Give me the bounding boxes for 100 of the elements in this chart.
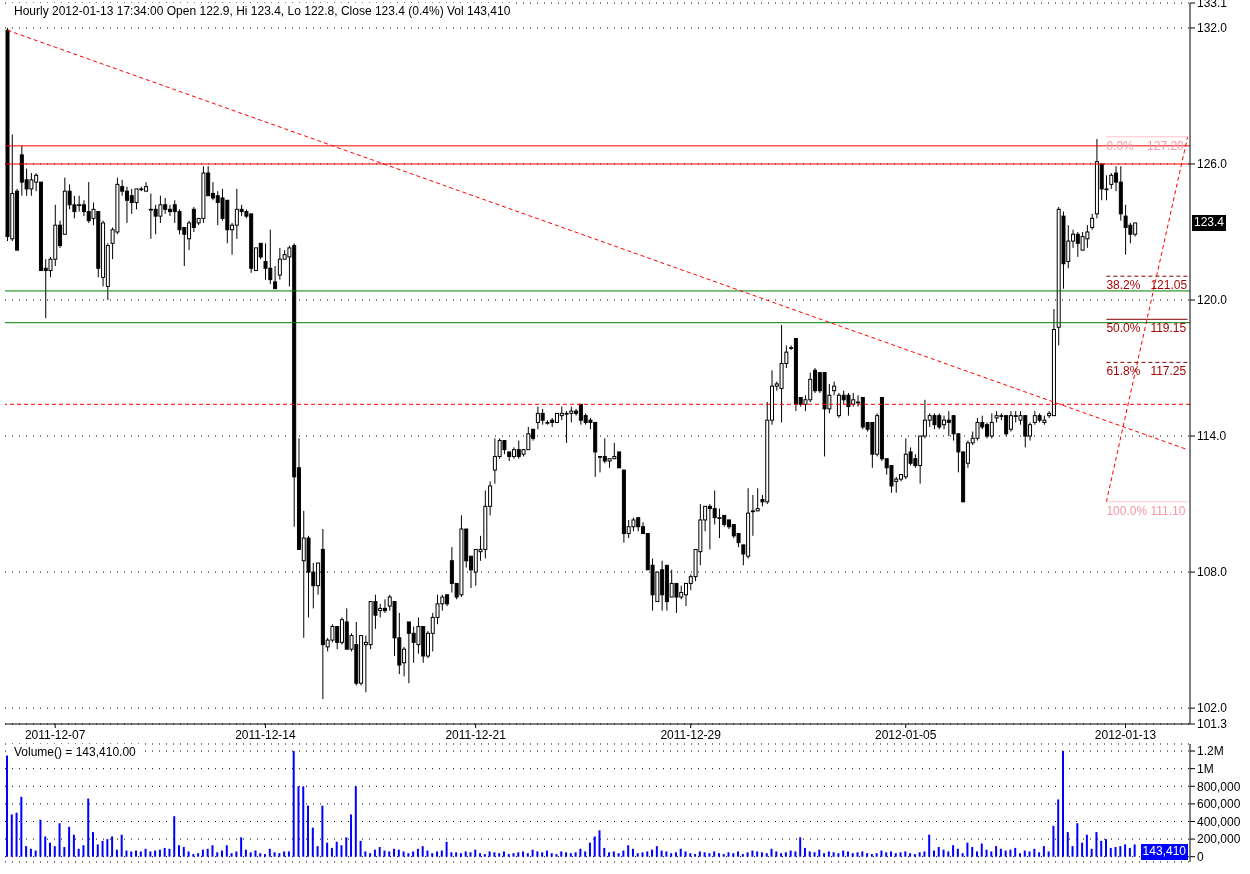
bar <box>569 853 572 857</box>
bar <box>354 786 357 857</box>
bar <box>350 814 353 857</box>
bar <box>808 851 811 857</box>
bar <box>507 854 510 857</box>
bar <box>670 853 673 857</box>
candlestick <box>263 242 268 281</box>
bar <box>889 851 892 857</box>
bar <box>1109 847 1112 857</box>
bar <box>698 851 701 857</box>
bar <box>856 852 859 857</box>
bar <box>168 848 171 857</box>
bar <box>794 851 797 857</box>
bar <box>617 853 620 857</box>
bar <box>784 852 787 857</box>
bar <box>221 850 224 857</box>
bar <box>101 840 104 857</box>
bar <box>813 852 816 857</box>
bar <box>416 848 419 857</box>
bar <box>947 851 950 857</box>
bar <box>679 848 682 857</box>
bar <box>694 854 697 857</box>
bar <box>842 850 845 857</box>
bar <box>880 850 883 857</box>
bar <box>541 852 544 857</box>
bar <box>588 842 591 857</box>
bar <box>187 851 190 857</box>
bar <box>1095 832 1098 857</box>
bar <box>230 853 233 857</box>
bar <box>899 852 902 857</box>
bar <box>479 853 482 857</box>
bar <box>1081 842 1084 857</box>
bar <box>335 841 338 857</box>
bar <box>727 852 730 857</box>
bar <box>1057 799 1060 857</box>
bar <box>216 852 219 857</box>
bar <box>593 836 596 857</box>
bar <box>746 852 749 857</box>
x-tick-label: 2011-12-14 <box>235 727 296 742</box>
candlestick <box>674 582 679 614</box>
bar <box>1042 846 1045 857</box>
bar <box>531 849 534 857</box>
y-tick-label: 101.3 <box>1197 717 1228 732</box>
bar <box>1028 851 1031 857</box>
bar <box>96 844 99 857</box>
bar <box>780 853 783 857</box>
bar <box>952 845 955 857</box>
bar <box>139 851 142 857</box>
bar <box>717 853 720 857</box>
bar <box>82 845 85 857</box>
bar <box>1018 853 1021 857</box>
bar <box>722 854 725 857</box>
bar <box>1066 832 1069 857</box>
candlestick <box>273 265 278 290</box>
bar <box>1133 844 1136 857</box>
bar <box>789 850 792 857</box>
bar <box>125 850 128 857</box>
bar <box>832 852 835 857</box>
bar <box>111 836 114 857</box>
candlestick <box>755 487 760 512</box>
x-tick-label: 2012-01-05 <box>875 727 937 742</box>
y-tick-label: 1.2M <box>1197 744 1224 759</box>
bar <box>225 845 228 857</box>
bar <box>316 846 319 857</box>
bar <box>598 830 601 857</box>
bar <box>684 851 687 857</box>
bar <box>120 834 123 857</box>
bar <box>875 853 878 857</box>
bar <box>975 851 978 857</box>
bar <box>770 848 773 857</box>
bar <box>483 854 486 857</box>
bar <box>359 840 362 857</box>
bar <box>201 849 204 857</box>
bar <box>58 823 61 857</box>
bar <box>178 845 181 857</box>
bar <box>49 842 51 857</box>
bar <box>287 851 290 857</box>
bar <box>737 851 740 857</box>
bar <box>192 854 195 857</box>
bar <box>426 850 429 857</box>
bar <box>254 850 257 857</box>
y-tick-label: 0 <box>1197 849 1204 864</box>
bar <box>450 852 453 857</box>
bar <box>25 846 28 857</box>
bar <box>135 850 138 857</box>
bar <box>517 852 520 857</box>
bar <box>655 846 658 857</box>
bar <box>522 851 525 857</box>
bar <box>866 853 869 857</box>
bar <box>283 851 286 857</box>
series-label: 38.2% 121.05 <box>1106 278 1188 293</box>
bar <box>942 849 945 857</box>
y-tick-label: 200,000 <box>1197 832 1241 847</box>
bar <box>373 849 376 857</box>
bar <box>937 847 940 857</box>
candlestick <box>975 417 980 442</box>
bar <box>412 851 415 857</box>
bar <box>928 834 931 857</box>
bar <box>674 852 677 857</box>
bar <box>846 851 849 857</box>
